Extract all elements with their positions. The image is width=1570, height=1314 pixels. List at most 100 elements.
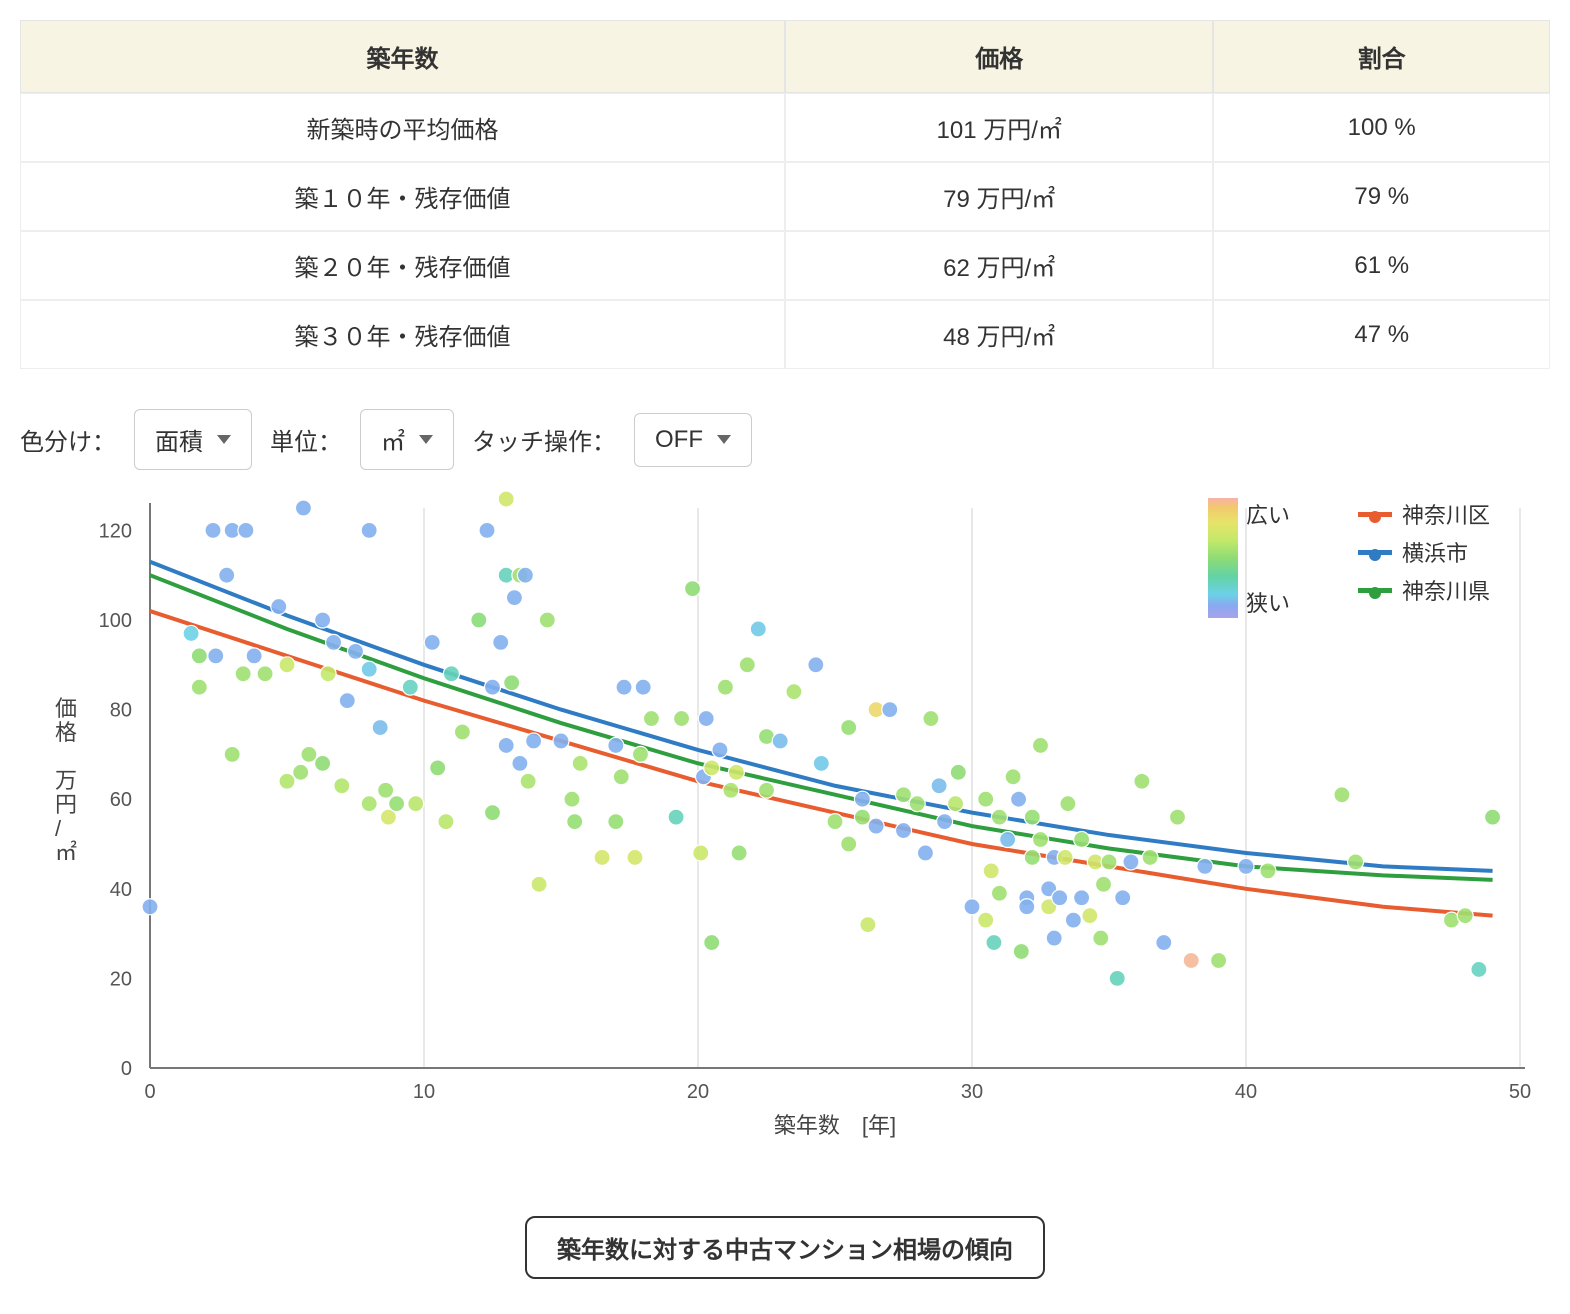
data-point[interactable]	[917, 845, 933, 861]
data-point[interactable]	[553, 733, 569, 749]
data-point[interactable]	[854, 791, 870, 807]
data-point[interactable]	[526, 733, 542, 749]
data-point[interactable]	[1011, 791, 1027, 807]
data-point[interactable]	[868, 818, 884, 834]
data-point[interactable]	[279, 657, 295, 673]
data-point[interactable]	[1115, 890, 1131, 906]
data-point[interactable]	[841, 836, 857, 852]
data-point[interactable]	[813, 755, 829, 771]
data-point[interactable]	[739, 657, 755, 673]
data-point[interactable]	[520, 773, 536, 789]
data-point[interactable]	[1082, 908, 1098, 924]
data-point[interactable]	[854, 809, 870, 825]
data-point[interactable]	[1123, 854, 1139, 870]
data-point[interactable]	[372, 720, 388, 736]
data-point[interactable]	[978, 912, 994, 928]
data-point[interactable]	[1013, 944, 1029, 960]
data-point[interactable]	[759, 782, 775, 798]
data-point[interactable]	[704, 935, 720, 951]
data-point[interactable]	[320, 666, 336, 682]
touch-select[interactable]: OFF	[634, 413, 752, 467]
unit-select[interactable]: ㎡	[360, 409, 454, 470]
data-point[interactable]	[1238, 858, 1254, 874]
data-point[interactable]	[1096, 876, 1112, 892]
data-point[interactable]	[506, 590, 522, 606]
data-point[interactable]	[493, 634, 509, 650]
data-point[interactable]	[430, 760, 446, 776]
data-point[interactable]	[986, 935, 1002, 951]
data-point[interactable]	[348, 643, 364, 659]
data-point[interactable]	[674, 711, 690, 727]
data-point[interactable]	[728, 764, 744, 780]
data-point[interactable]	[1156, 935, 1172, 951]
data-point[interactable]	[731, 845, 747, 861]
scatter-chart[interactable]: 01020304050020406080100120築年数 [年]価格 万円/㎡	[20, 488, 1550, 1138]
data-point[interactable]	[668, 809, 684, 825]
data-point[interactable]	[224, 746, 240, 762]
data-point[interactable]	[1057, 849, 1073, 865]
data-point[interactable]	[235, 666, 251, 682]
data-point[interactable]	[257, 666, 273, 682]
data-point[interactable]	[594, 849, 610, 865]
data-point[interactable]	[443, 666, 459, 682]
data-point[interactable]	[238, 522, 254, 538]
data-point[interactable]	[208, 648, 224, 664]
data-point[interactable]	[643, 711, 659, 727]
data-point[interactable]	[786, 684, 802, 700]
data-point[interactable]	[841, 720, 857, 736]
data-point[interactable]	[896, 787, 912, 803]
data-point[interactable]	[693, 845, 709, 861]
data-point[interactable]	[142, 899, 158, 915]
data-point[interactable]	[1019, 899, 1035, 915]
data-point[interactable]	[438, 814, 454, 830]
data-point[interactable]	[950, 764, 966, 780]
data-point[interactable]	[931, 778, 947, 794]
data-point[interactable]	[1183, 952, 1199, 968]
data-point[interactable]	[191, 648, 207, 664]
data-point[interactable]	[1024, 849, 1040, 865]
data-point[interactable]	[1074, 890, 1090, 906]
data-point[interactable]	[616, 679, 632, 695]
data-point[interactable]	[827, 814, 843, 830]
data-point[interactable]	[1005, 769, 1021, 785]
data-point[interactable]	[1101, 854, 1117, 870]
data-point[interactable]	[1065, 912, 1081, 928]
data-point[interactable]	[361, 522, 377, 538]
data-point[interactable]	[1197, 858, 1213, 874]
data-point[interactable]	[1134, 773, 1150, 789]
data-point[interactable]	[608, 814, 624, 830]
data-point[interactable]	[572, 755, 588, 771]
data-point[interactable]	[246, 648, 262, 664]
data-point[interactable]	[334, 778, 350, 794]
data-point[interactable]	[315, 755, 331, 771]
data-point[interactable]	[1033, 737, 1049, 753]
data-point[interactable]	[632, 746, 648, 762]
data-point[interactable]	[531, 876, 547, 892]
data-point[interactable]	[183, 625, 199, 641]
data-point[interactable]	[772, 733, 788, 749]
data-point[interactable]	[402, 679, 418, 695]
data-point[interactable]	[882, 702, 898, 718]
data-point[interactable]	[964, 899, 980, 915]
data-point[interactable]	[635, 679, 651, 695]
data-point[interactable]	[191, 679, 207, 695]
data-point[interactable]	[627, 849, 643, 865]
data-point[interactable]	[517, 567, 533, 583]
data-point[interactable]	[471, 612, 487, 628]
data-point[interactable]	[1024, 809, 1040, 825]
data-point[interactable]	[608, 737, 624, 753]
data-point[interactable]	[301, 746, 317, 762]
data-point[interactable]	[1348, 854, 1364, 870]
data-point[interactable]	[991, 809, 1007, 825]
data-point[interactable]	[698, 711, 714, 727]
data-point[interactable]	[1142, 849, 1158, 865]
data-point[interactable]	[750, 621, 766, 637]
data-point[interactable]	[539, 612, 555, 628]
data-point[interactable]	[1052, 890, 1068, 906]
data-point[interactable]	[808, 657, 824, 673]
data-point[interactable]	[205, 522, 221, 538]
data-point[interactable]	[704, 760, 720, 776]
data-point[interactable]	[937, 814, 953, 830]
data-point[interactable]	[923, 711, 939, 727]
data-point[interactable]	[564, 791, 580, 807]
